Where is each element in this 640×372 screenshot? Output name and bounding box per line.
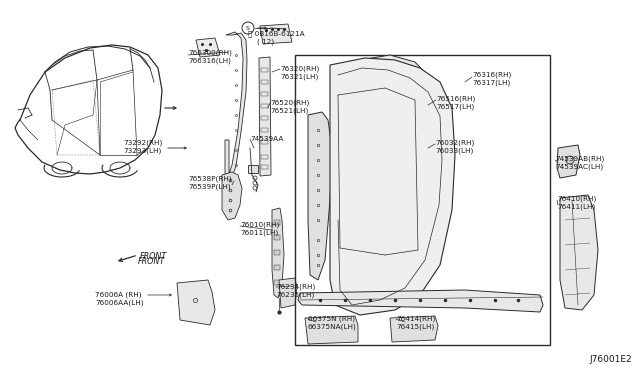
Polygon shape (222, 172, 242, 220)
Bar (274, 250, 280, 255)
Polygon shape (272, 208, 284, 298)
Bar (274, 220, 280, 225)
Text: 73292(RH)
73293(LH): 73292(RH) 73293(LH) (123, 140, 163, 154)
Bar (248, 165, 258, 173)
Text: J76001E2: J76001E2 (589, 355, 632, 364)
Bar (274, 280, 280, 285)
Polygon shape (298, 290, 543, 312)
Polygon shape (225, 32, 247, 180)
Bar (261, 165, 268, 169)
Text: 76032(RH)
76033(LH): 76032(RH) 76033(LH) (435, 140, 474, 154)
Text: 76520(RH)
76521(LH): 76520(RH) 76521(LH) (270, 100, 309, 115)
Text: 76538P(RH)
76539P(LH): 76538P(RH) 76539P(LH) (188, 176, 232, 190)
Circle shape (566, 156, 574, 164)
Text: 76010(RH)
76011(LH): 76010(RH) 76011(LH) (240, 222, 279, 237)
Polygon shape (260, 24, 292, 44)
Text: 74539AB(RH)
74539AC(LH): 74539AB(RH) 74539AC(LH) (555, 155, 604, 170)
Polygon shape (305, 316, 358, 344)
Polygon shape (279, 278, 297, 308)
Bar (261, 80, 268, 84)
Polygon shape (382, 80, 415, 155)
Text: 76316(RH)
76317(LH): 76316(RH) 76317(LH) (472, 72, 511, 87)
Polygon shape (196, 38, 220, 57)
Text: FRONT: FRONT (140, 252, 167, 261)
Polygon shape (308, 112, 332, 280)
Polygon shape (177, 280, 215, 325)
Bar (261, 116, 268, 120)
Text: 76320(RH)
76321(LH): 76320(RH) 76321(LH) (280, 66, 319, 80)
Text: Ⓢ 0B16B-6121A
    ( 12): Ⓢ 0B16B-6121A ( 12) (248, 30, 305, 45)
Bar (295, 55, 550, 345)
Text: 76234(RH)
76235(LH): 76234(RH) 76235(LH) (276, 283, 316, 298)
Polygon shape (360, 55, 435, 165)
Text: 76414(RH)
76415(LH): 76414(RH) 76415(LH) (396, 315, 435, 330)
Bar (261, 140, 268, 144)
Bar (274, 265, 280, 270)
Bar (261, 68, 268, 72)
Text: 66375N (RH)
66375NA(LH): 66375N (RH) 66375NA(LH) (308, 315, 356, 330)
Text: 76410(RH)
76411(LH): 76410(RH) 76411(LH) (557, 196, 596, 211)
Text: 766300(RH)
766316(LH): 766300(RH) 766316(LH) (188, 50, 232, 64)
Bar (261, 155, 268, 159)
Polygon shape (330, 58, 455, 315)
Polygon shape (557, 145, 580, 178)
Bar (274, 235, 280, 240)
Polygon shape (560, 195, 598, 310)
Text: FRONT: FRONT (138, 257, 165, 266)
Text: 74539AA: 74539AA (250, 136, 284, 142)
Bar (261, 104, 268, 108)
Bar (261, 128, 268, 132)
Polygon shape (390, 316, 438, 342)
Text: 76516(RH)
76517(LH): 76516(RH) 76517(LH) (436, 96, 476, 110)
Bar (261, 92, 268, 96)
Text: S: S (246, 26, 250, 31)
Text: 76006A (RH)
76006AA(LH): 76006A (RH) 76006AA(LH) (95, 291, 143, 305)
Polygon shape (259, 57, 271, 176)
